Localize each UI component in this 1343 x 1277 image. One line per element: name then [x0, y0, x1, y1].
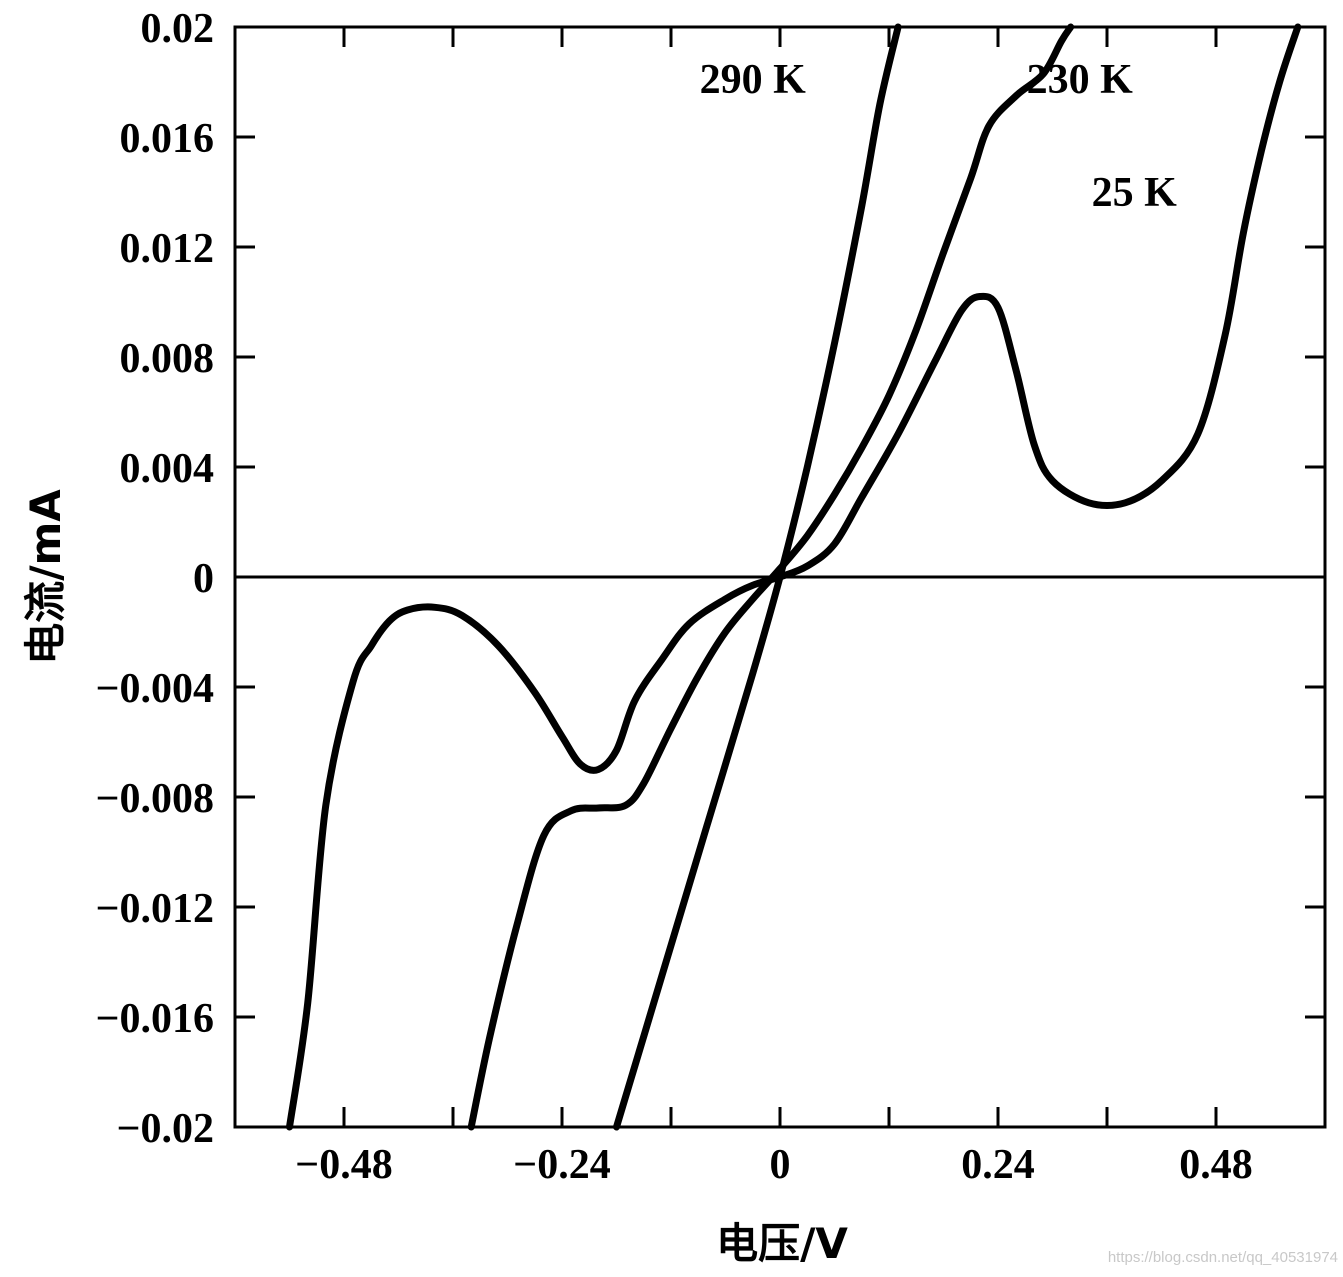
x-tick-label: 0.48	[1179, 1142, 1253, 1188]
series-label: 230 K	[1027, 57, 1134, 103]
x-tick-label: −0.48	[295, 1142, 392, 1188]
y-tick-label: 0.012	[120, 226, 215, 272]
y-axis-ticks: 0.02 0.016 0.012 0.008 0.004 0 −0.004 −0.008 −0.…	[96, 6, 1325, 1152]
y-tick-label: −0.012	[96, 886, 214, 932]
watermark: https://blog.csdn.net/qq_40531974	[1108, 1249, 1338, 1266]
series-line-25k	[286, 23, 1302, 1131]
y-tick-label: −0.004	[96, 666, 214, 712]
y-tick-label: −0.008	[96, 776, 214, 822]
y-tick-label: 0.016	[120, 116, 215, 162]
series-label: 25 K	[1092, 170, 1178, 216]
series-line-290k	[613, 23, 902, 1131]
y-tick-label: −0.016	[96, 996, 214, 1042]
y-tick-label: −0.02	[117, 1106, 214, 1152]
x-tick-label: 0	[770, 1142, 791, 1188]
x-tick-label: 0.24	[961, 1142, 1035, 1188]
x-axis-ticks: −0.48 −0.24 0 0.24 0.48	[295, 27, 1253, 1188]
x-axis-title: 电压/V	[716, 1219, 848, 1268]
curves	[286, 23, 1302, 1131]
y-tick-label: 0	[193, 556, 214, 602]
series-labels: 290 K 230 K 25 K	[700, 57, 1178, 216]
y-tick-label: 0.02	[141, 6, 215, 52]
y-tick-label: 0.004	[120, 446, 215, 492]
x-tick-label: −0.24	[513, 1142, 610, 1188]
series-label: 290 K	[700, 57, 807, 103]
y-tick-label: 0.008	[120, 336, 215, 382]
y-axis-title: 电流/mA	[21, 489, 70, 665]
series-line-230k	[467, 23, 1075, 1131]
